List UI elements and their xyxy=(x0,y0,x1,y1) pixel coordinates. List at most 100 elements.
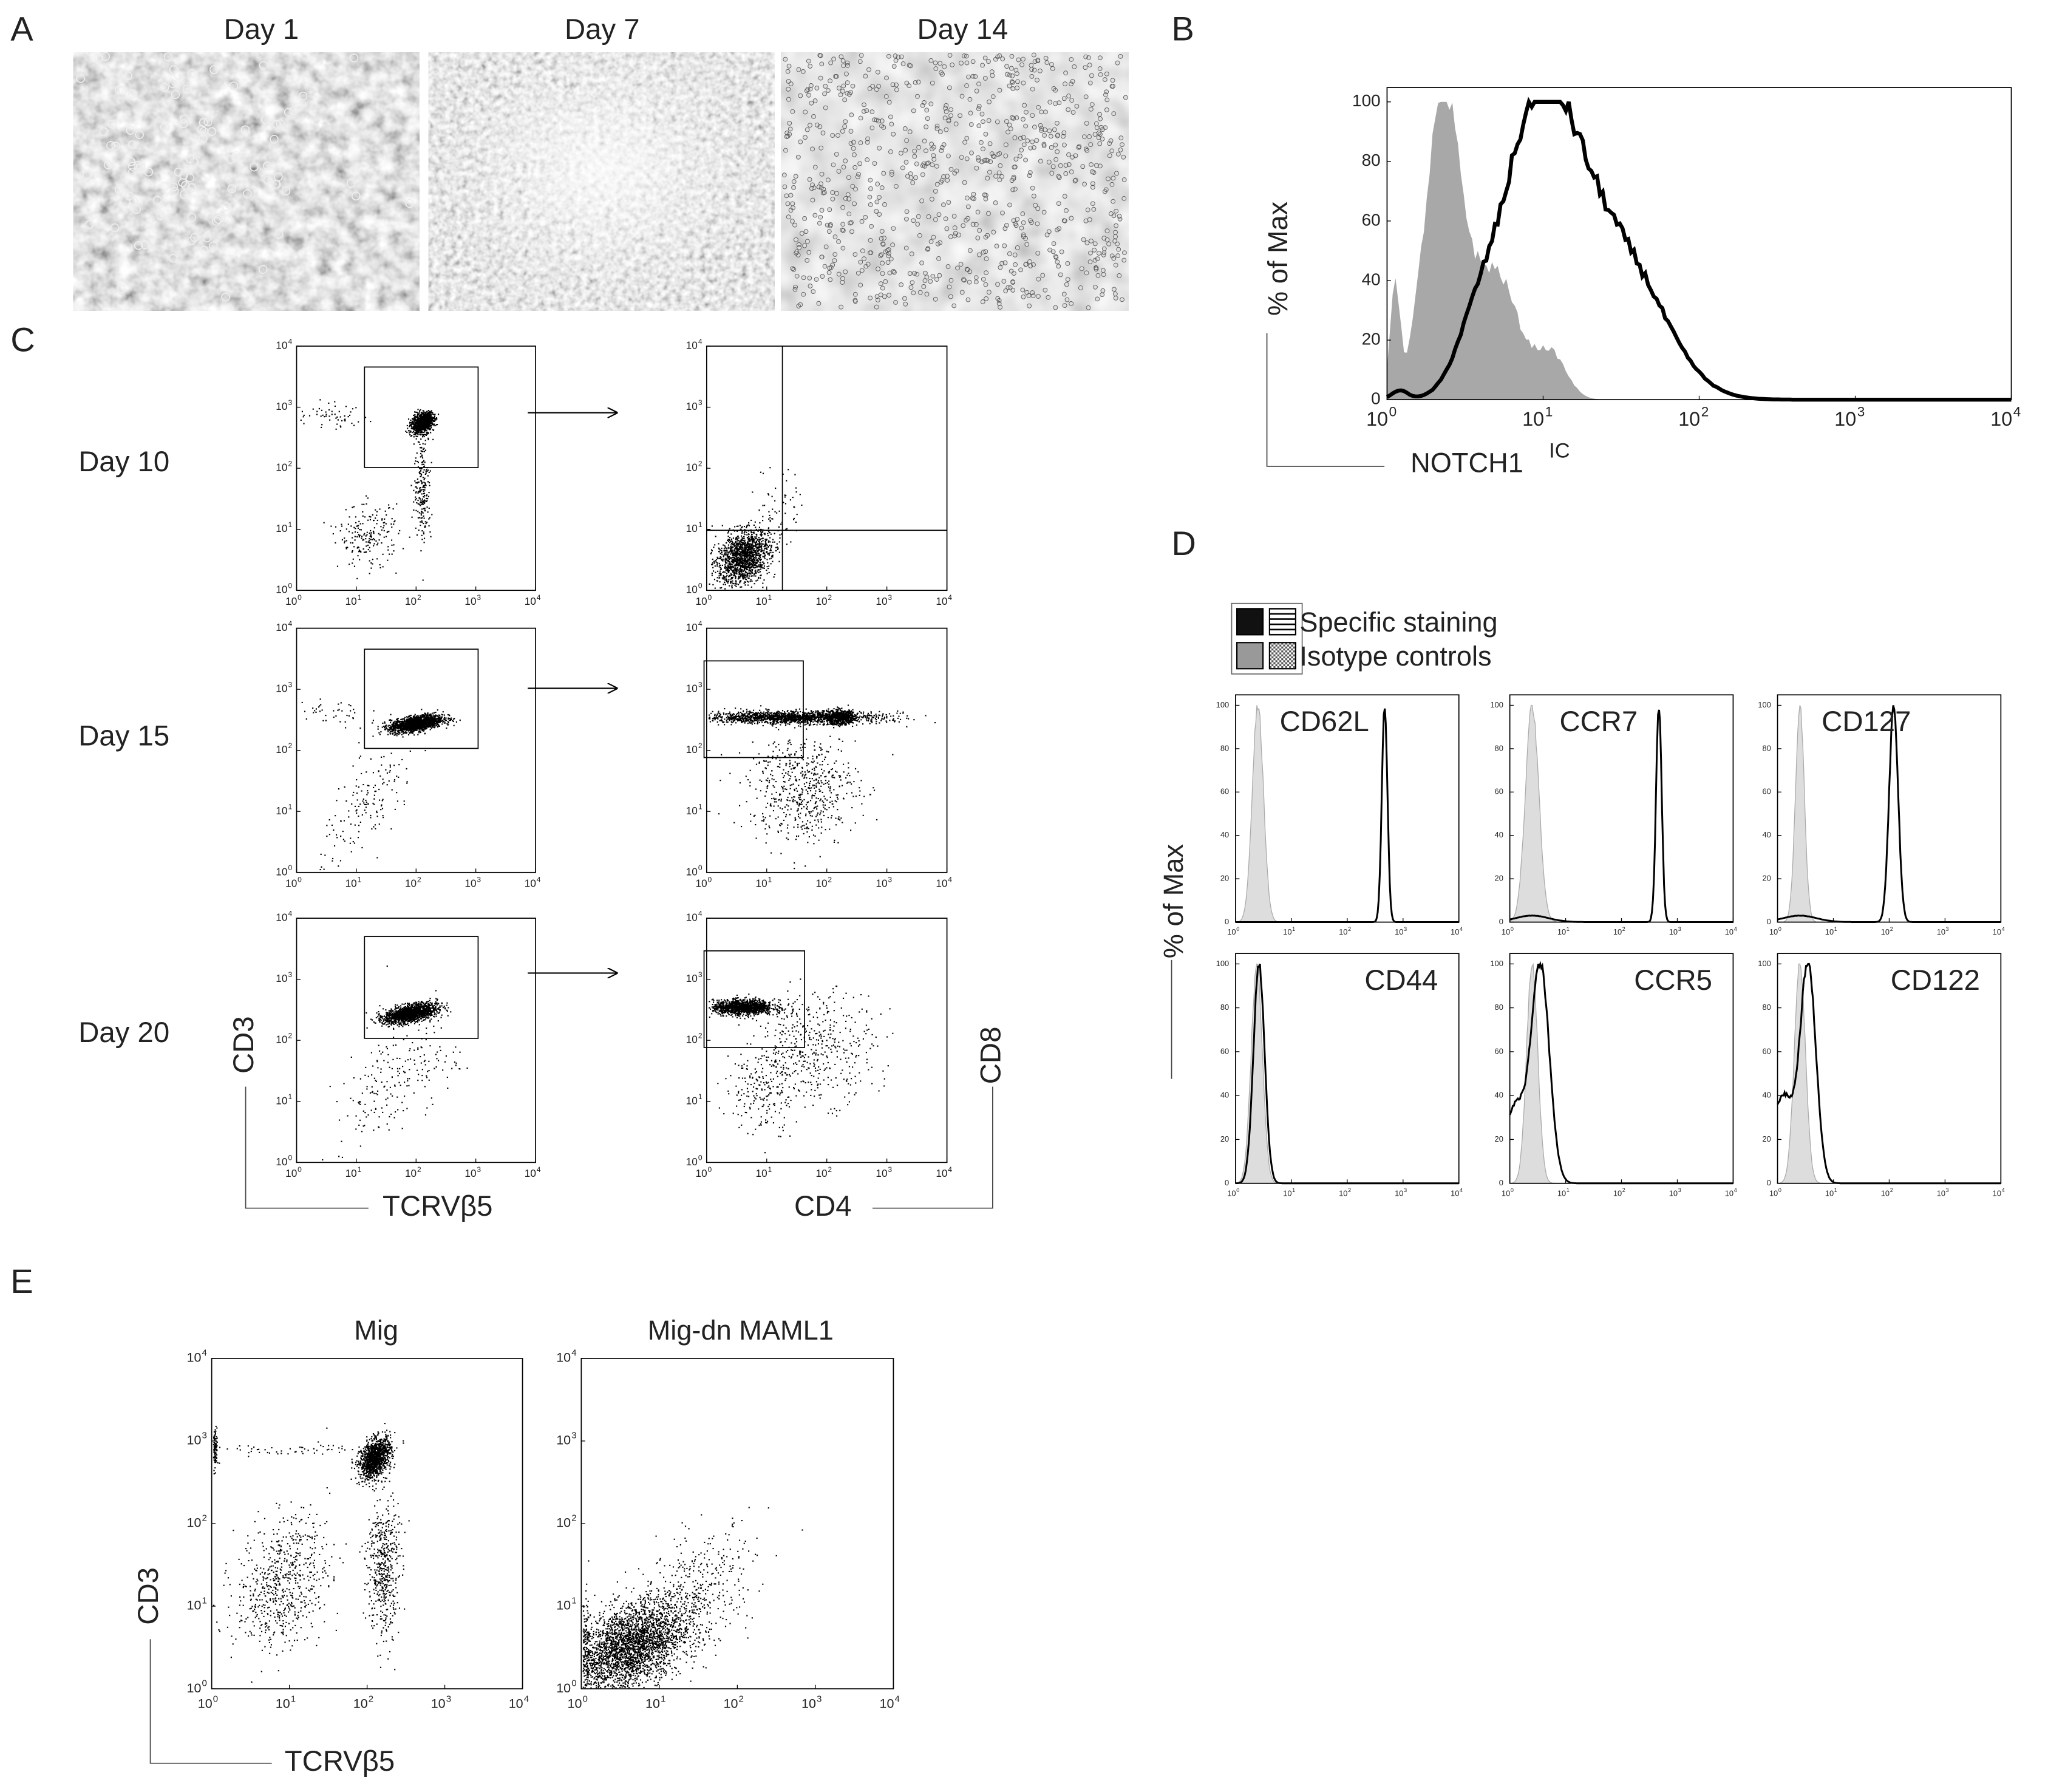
y-tick-label: 80 xyxy=(1495,743,1503,752)
y-tick-label: 10 xyxy=(276,339,287,352)
x-tick-label-exponent: 0 xyxy=(1236,1187,1239,1193)
y-tick-label: 20 xyxy=(1762,1134,1771,1143)
y-tick-label-exponent: 3 xyxy=(698,970,703,979)
y-tick-label: 10 xyxy=(686,743,698,755)
x-tick-label-exponent: 3 xyxy=(1857,404,1865,420)
x-tick-label-exponent: 3 xyxy=(446,1694,451,1704)
dot-cloud xyxy=(213,1422,410,1683)
y-tick-label: 40 xyxy=(1495,830,1503,839)
x-tick-label: 10 xyxy=(1669,1188,1678,1198)
marker-label: CD44 xyxy=(1364,964,1438,997)
y-tick-label-exponent: 4 xyxy=(288,337,292,346)
panel-letter: B xyxy=(1172,9,1194,47)
gate xyxy=(364,936,479,1039)
x-tick-label: 10 xyxy=(464,877,476,890)
y-tick-label-exponent: 3 xyxy=(202,1430,207,1440)
dot-cloud xyxy=(709,467,803,590)
y-tick-label-exponent: 3 xyxy=(288,680,292,689)
x-tick-label: 10 xyxy=(876,595,887,607)
x-tick-label-exponent: 1 xyxy=(767,1165,772,1174)
image-title: Day 7 xyxy=(565,13,640,46)
y-tick-label-exponent: 4 xyxy=(698,909,703,918)
x-tick-label-exponent: 4 xyxy=(948,1165,952,1174)
x-tick-label: 10 xyxy=(1937,927,1945,936)
x-tick-label-exponent: 1 xyxy=(661,1694,665,1704)
x-tick-label-exponent: 1 xyxy=(1834,1187,1837,1193)
y-tick-label: 10 xyxy=(686,584,698,596)
y-tick-label: 10 xyxy=(276,972,287,984)
axis-bracket xyxy=(872,1086,993,1209)
x-tick-label: 10 xyxy=(1227,1188,1236,1198)
x-tick-label: 10 xyxy=(353,1697,368,1711)
y-tick-label: 10 xyxy=(686,683,698,695)
x-tick-label-exponent: 1 xyxy=(1834,926,1837,932)
x-tick-label-exponent: 2 xyxy=(1890,926,1893,932)
x-tick-label-exponent: 1 xyxy=(767,593,772,602)
x-tick-label: 10 xyxy=(1395,927,1403,936)
x-tick-label-exponent: 4 xyxy=(2002,926,2005,932)
x-tick-label: 10 xyxy=(405,595,417,607)
panel-letter: A xyxy=(10,9,33,47)
x-axis-label: CD4 xyxy=(794,1190,852,1222)
y-tick-label-exponent: 2 xyxy=(571,1513,576,1523)
x-tick-label-exponent: 1 xyxy=(1567,1187,1570,1193)
y-tick-label: 60 xyxy=(1495,1046,1503,1055)
y-tick-label: 10 xyxy=(276,743,287,755)
y-tick-label: 10 xyxy=(686,339,698,352)
dot-cloud xyxy=(300,399,440,581)
marker-label: CD127 xyxy=(1822,706,1911,738)
y-tick-label: 20 xyxy=(1220,1134,1229,1143)
x-tick-label: 10 xyxy=(1825,1188,1834,1198)
y-tick-label: 10 xyxy=(686,522,698,534)
x-tick-label-exponent: 0 xyxy=(213,1694,218,1704)
x-tick-label: 10 xyxy=(1725,927,1733,936)
y-tick-label-exponent: 2 xyxy=(202,1513,207,1523)
x-tick-label-exponent: 1 xyxy=(358,593,362,602)
y-tick-label: 0 xyxy=(1767,917,1771,926)
plot-title: Mig-dn MAML1 xyxy=(648,1315,834,1346)
dot-cloud xyxy=(301,698,461,871)
marker-label: CD122 xyxy=(1891,964,1980,997)
y-tick-label: 10 xyxy=(276,522,287,534)
row-label: Day 15 xyxy=(78,720,169,752)
y-tick-label-exponent: 2 xyxy=(698,459,703,468)
legend-box xyxy=(1231,602,1303,675)
x-tick-label: 10 xyxy=(405,877,417,890)
y-tick-label: 0 xyxy=(1371,389,1381,408)
y-axis-label: CD3 xyxy=(228,1016,260,1074)
dot-cloud xyxy=(322,965,468,1161)
x-tick-label: 10 xyxy=(815,877,827,890)
x-tick-label: 10 xyxy=(509,1697,523,1711)
y-tick-label: 0 xyxy=(1225,917,1229,926)
y-tick-label: 100 xyxy=(1758,700,1771,709)
y-tick-label-exponent: 2 xyxy=(698,741,703,750)
x-tick-label-exponent: 4 xyxy=(1460,1187,1463,1193)
y-tick-label: 20 xyxy=(1362,329,1381,348)
x-tick-label-exponent: 0 xyxy=(1511,926,1514,932)
x-tick-label-exponent: 4 xyxy=(537,875,541,884)
y-tick-label: 10 xyxy=(556,1681,571,1695)
x-tick-label: 10 xyxy=(1557,1188,1566,1198)
x-tick-label-exponent: 0 xyxy=(1778,926,1781,932)
gate xyxy=(364,366,479,468)
isotype-histogram xyxy=(1387,101,2012,400)
y-tick-label: 10 xyxy=(686,1094,698,1106)
x-tick-label: 10 xyxy=(1834,408,1856,430)
x-tick-label-exponent: 1 xyxy=(1567,926,1570,932)
y-tick-label: 10 xyxy=(187,1351,202,1365)
x-tick-label-exponent: 1 xyxy=(1292,1187,1295,1193)
y-tick-label-exponent: 1 xyxy=(202,1595,207,1606)
x-tick-label: 10 xyxy=(1339,1188,1347,1198)
y-tick-label: 10 xyxy=(187,1598,202,1613)
y-tick-label: 80 xyxy=(1762,743,1771,752)
x-tick-label-exponent: 3 xyxy=(817,1694,822,1704)
x-tick-label-exponent: 2 xyxy=(1622,1187,1625,1193)
x-tick-label-exponent: 2 xyxy=(828,875,832,884)
x-tick-label: 10 xyxy=(1881,927,1890,936)
row-label: Day 10 xyxy=(78,446,169,478)
x-tick-label: 10 xyxy=(936,877,947,890)
x-tick-label-exponent: 4 xyxy=(2002,1187,2005,1193)
x-tick-label-exponent: 4 xyxy=(537,1165,541,1174)
x-tick-label-exponent: 4 xyxy=(895,1694,900,1704)
